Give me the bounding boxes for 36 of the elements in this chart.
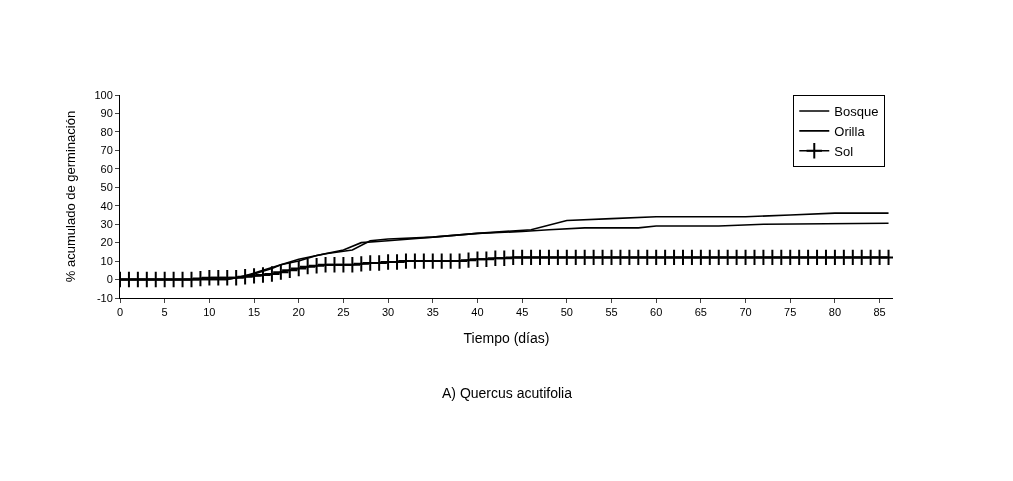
- x-tick-label: 50: [560, 306, 573, 319]
- x-tick-label: 20: [292, 306, 305, 319]
- x-tick-label: 30: [381, 306, 395, 319]
- y-tick-label: 90: [100, 107, 113, 120]
- y-tick-label: 70: [100, 144, 113, 157]
- legend-label: Bosque: [834, 104, 879, 120]
- x-tick-label: 55: [605, 306, 618, 319]
- x-tick-label: 5: [161, 306, 168, 319]
- x-tick-label: 15: [247, 306, 261, 319]
- y-tick-label: 10: [100, 254, 113, 267]
- text: A) Quercus acutifolia: [442, 385, 573, 401]
- y-axis-title: % acumulado de germinación: [63, 110, 79, 283]
- x-tick-label: 45: [516, 306, 529, 319]
- y-tick-label: 80: [100, 125, 113, 138]
- x-tick-label: 75: [784, 306, 797, 319]
- y-tick-label: 60: [100, 162, 113, 175]
- x-tick-label: 25: [337, 306, 350, 319]
- x-tick-label: 10: [203, 306, 216, 319]
- x-tick-label: 70: [739, 306, 752, 319]
- x-tick-label: 40: [471, 306, 484, 319]
- x-tick-label: 35: [426, 306, 439, 319]
- x-axis-title: Tiempo (días): [463, 329, 550, 346]
- y-tick-label: 30: [100, 218, 113, 231]
- x-tick-label: 65: [694, 306, 707, 319]
- y-tick-label: 20: [100, 236, 113, 249]
- y-tick-label: 100: [94, 88, 113, 101]
- x-tick-label: 60: [650, 306, 663, 319]
- x-tick-label: 85: [873, 306, 886, 319]
- y-tick-label: 50: [100, 181, 113, 194]
- x-tick-label: 80: [828, 306, 842, 319]
- legend-label: Orilla: [834, 123, 866, 139]
- y-tick-label: -10: [96, 291, 113, 304]
- legend-label: Sol: [834, 143, 854, 159]
- y-tick-label: 40: [100, 199, 113, 212]
- x-tick-label: 0: [116, 306, 124, 319]
- y-tick-label: 0: [106, 273, 113, 286]
